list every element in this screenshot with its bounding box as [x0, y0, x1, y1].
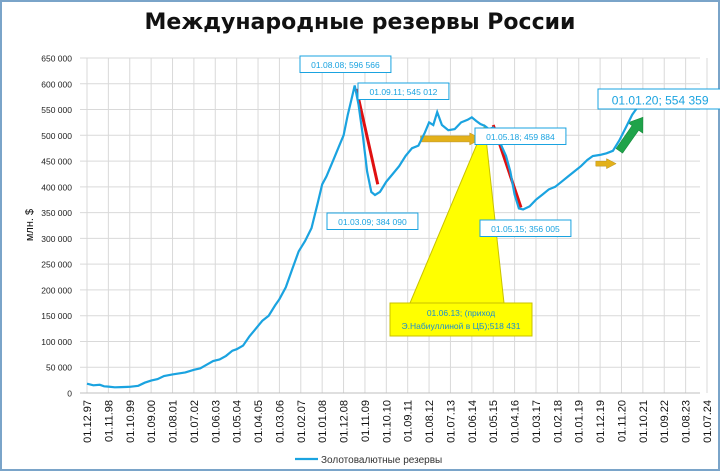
x-tick-label: 01.07.02 — [189, 400, 201, 443]
y-tick-label: 450 000 — [41, 157, 72, 167]
x-tick-label: 01.07.24 — [702, 400, 714, 443]
y-axis-label: млн. $ — [24, 209, 36, 241]
x-tick-label: 01.12.08 — [339, 400, 351, 443]
x-tick-label: 01.08.12 — [424, 400, 436, 443]
y-tick-label: 250 000 — [41, 260, 72, 270]
yellow-arrow-plateau — [420, 132, 482, 146]
x-tick-label: 01.10.21 — [638, 400, 650, 443]
annotation-label: 01.05.18; 459 884 — [486, 132, 555, 142]
x-tick-label: 01.01.08 — [317, 400, 329, 443]
x-tick-label: 01.05.15 — [488, 400, 500, 443]
annotation-label: 01.01.20; 554 359 — [612, 94, 709, 108]
x-tick-label: 01.10.10 — [381, 400, 393, 443]
annotation-box — [479, 219, 572, 237]
callout-pointer — [409, 123, 505, 304]
x-tick-label: 01.03.17 — [531, 400, 543, 443]
x-tick-label: 01.11.09 — [360, 400, 372, 442]
y-tick-label: 600 000 — [41, 79, 72, 89]
yellow-arrow-2018 — [595, 158, 617, 170]
annotation-box — [474, 127, 567, 145]
x-tick-label: 01.12.97 — [82, 400, 94, 443]
annotation-label: 01.09.11; 545 012 — [370, 87, 438, 97]
callout-label-line2: Э.Набиуллиной в ЦБ);518 431 — [402, 321, 521, 331]
y-tick-label: 350 000 — [41, 208, 72, 218]
annotation-label: 01.05.15; 356 005 — [491, 224, 560, 234]
x-tick-label: 01.03.06 — [274, 400, 286, 443]
y-tick-label: 300 000 — [41, 234, 72, 244]
decline-line-2008 — [354, 88, 380, 185]
decoration-layer — [354, 88, 644, 337]
x-tick-label: 01.02.18 — [552, 400, 564, 443]
chart-title: Международные резервы России — [144, 10, 576, 35]
x-tick-label: 01.08.01 — [168, 400, 180, 443]
annotation-box — [357, 82, 450, 100]
x-tick-label: 01.11.98 — [103, 400, 115, 442]
y-tick-label: 100 000 — [41, 337, 72, 347]
green-up-arrow — [615, 116, 644, 154]
y-tick-label: 200 000 — [41, 285, 72, 295]
x-tick-label: 01.06.03 — [210, 400, 222, 443]
series-line-reserves — [86, 85, 639, 389]
annotation-box — [597, 88, 720, 110]
callout-box — [389, 302, 533, 337]
x-tick-label: 01.09.22 — [659, 400, 671, 443]
y-tick-label: 550 000 — [41, 105, 72, 115]
x-tick-label: 01.09.11 — [403, 400, 415, 442]
annotation-box — [299, 55, 392, 73]
y-tick-label: 650 000 — [41, 54, 72, 64]
x-tick-label: 01.09.00 — [146, 400, 158, 443]
x-tick-labels: 01.12.97 01.11.98 01.10.99 01.09.00 01.08.01… — [82, 400, 714, 443]
annotation-layer: 01.08.08; 596 566 01.03.09; 384 090 01.09.… — [299, 55, 720, 331]
x-tick-label: 01.04.16 — [510, 400, 522, 443]
y-tick-label: 400 000 — [41, 182, 72, 192]
x-tick-label: 01.05.04 — [232, 400, 244, 443]
y-tick-label: 150 000 — [41, 311, 72, 321]
callout-label-line1: 01.06.13; (приход — [427, 308, 495, 318]
x-tick-label: 01.10.99 — [125, 400, 137, 443]
annotation-label: 01.03.09; 384 090 — [338, 217, 407, 227]
y-tick-label: 500 000 — [41, 131, 72, 141]
annotation-label: 01.08.08; 596 566 — [311, 60, 380, 70]
y-tick-label: 0 — [67, 389, 72, 399]
x-tick-label: 01.04.05 — [253, 400, 265, 443]
y-tick-labels: 0 50 000 100 000 150 000 200 000 250 000 300 0… — [41, 54, 72, 399]
y-tick-label: 50 000 — [46, 363, 72, 373]
x-tick-label: 01.07.13 — [445, 400, 457, 443]
x-tick-label: 01.11.20 — [616, 400, 628, 442]
legend: Золотовалютные резервы — [295, 455, 442, 466]
annotation-box — [326, 212, 419, 230]
x-tick-label: 01.08.23 — [681, 400, 693, 443]
x-tick-label: 01.01.19 — [574, 400, 586, 443]
x-tick-label: 01.02.07 — [296, 400, 308, 443]
x-tick-label: 01.12.19 — [595, 400, 607, 443]
x-tick-label: 01.06.14 — [467, 400, 479, 443]
legend-label: Золотовалютные резервы — [321, 455, 442, 466]
